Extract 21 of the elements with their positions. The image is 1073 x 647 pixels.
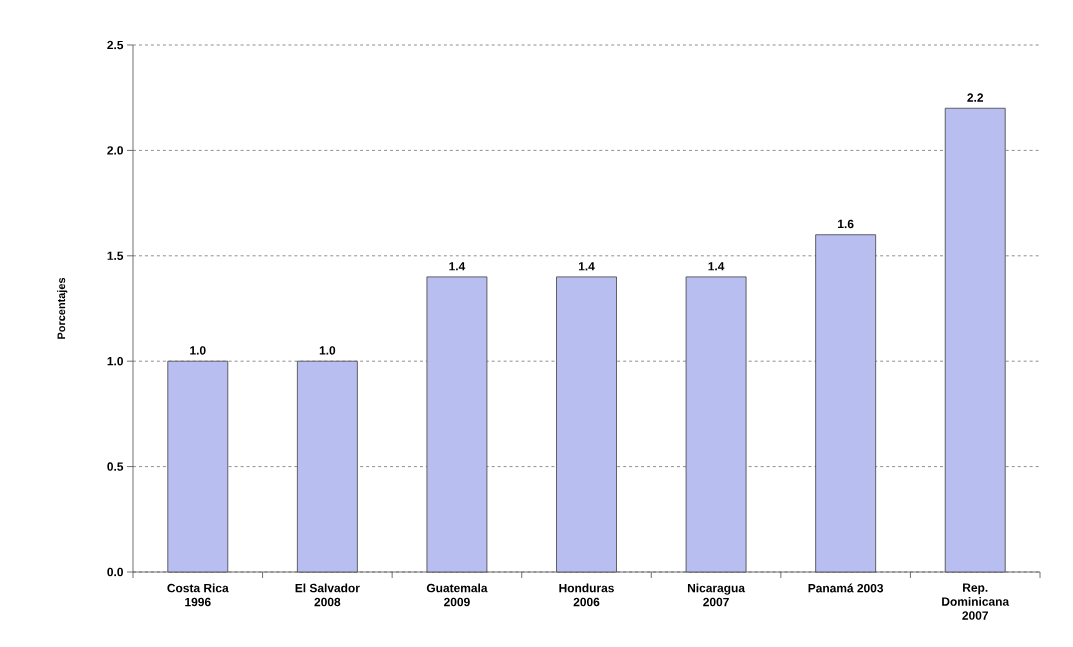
data-label: 1.0 [190,346,206,355]
data-label: 1.4 [449,262,466,271]
y-tick-label: 0.0 [107,567,123,577]
x-tick-label: Nicaragua 2007 [687,583,746,607]
x-tick-label: El Salvador 2008 [295,583,360,607]
y-tick-label: 1.0 [107,356,123,366]
data-label: 1.4 [708,262,725,271]
data-label: 2.2 [967,93,984,102]
y-tick-label: 1.5 [107,251,124,260]
data-label: 1.6 [838,219,854,229]
y-tick-label: 2.0 [107,146,123,155]
data-label: 1.4 [578,262,595,271]
y-tick-label: 2.5 [107,40,124,50]
y-tick-label: 0.5 [107,462,124,471]
x-tick-label: Rep. Dominicana 2007 [942,583,1010,620]
x-tick-label: Honduras 2006 [559,583,614,607]
x-tick-label: Panamá 2003 [808,583,884,593]
x-tick-label: Costa Rica 1996 [167,583,229,607]
data-label: 1.0 [319,346,336,355]
y-axis-title: Porcentajes [57,277,68,339]
x-tick-label: Guatemala 2009 [426,583,488,607]
